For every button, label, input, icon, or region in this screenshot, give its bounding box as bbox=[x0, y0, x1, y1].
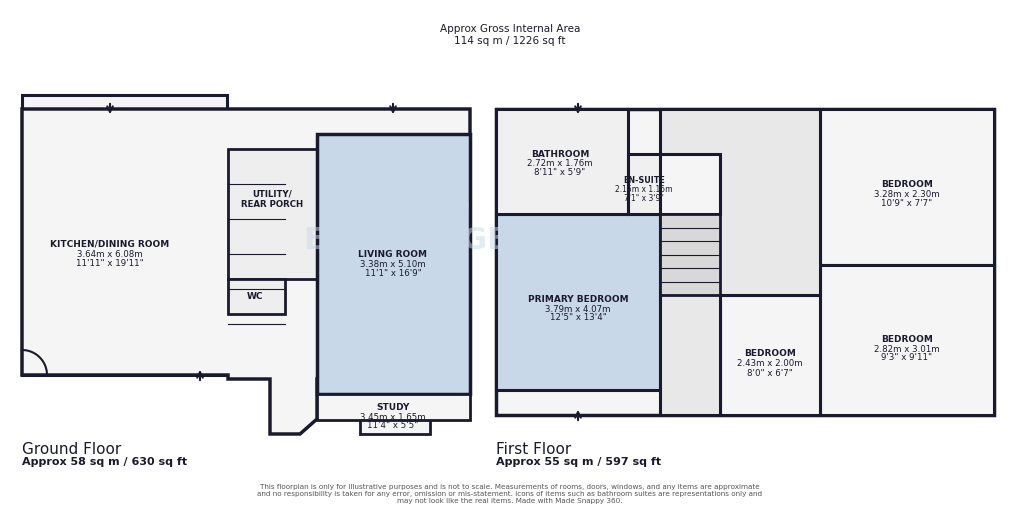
Polygon shape bbox=[360, 394, 430, 434]
Polygon shape bbox=[659, 109, 819, 415]
Text: 7'1" x 3'9": 7'1" x 3'9" bbox=[624, 193, 663, 202]
Text: JUD
ESTATE AGENTS: JUD ESTATE AGENTS bbox=[304, 193, 576, 255]
Text: EN-SUITE: EN-SUITE bbox=[623, 176, 664, 184]
Text: 2.82m x 3.01m: 2.82m x 3.01m bbox=[873, 344, 938, 354]
Text: First Floor: First Floor bbox=[495, 442, 571, 456]
Polygon shape bbox=[228, 149, 317, 279]
Text: WC: WC bbox=[247, 291, 263, 300]
Text: Ground Floor: Ground Floor bbox=[22, 442, 121, 456]
Polygon shape bbox=[819, 109, 994, 265]
Text: 2.72m x 1.76m: 2.72m x 1.76m bbox=[527, 158, 592, 168]
Text: 11'1" x 16'9": 11'1" x 16'9" bbox=[364, 268, 421, 278]
Text: REAR PORCH: REAR PORCH bbox=[240, 200, 303, 209]
Bar bbox=[22, 95, 227, 375]
Polygon shape bbox=[495, 109, 994, 415]
Text: UTILITY/: UTILITY/ bbox=[252, 190, 291, 199]
Text: 3.28m x 2.30m: 3.28m x 2.30m bbox=[873, 190, 938, 199]
Polygon shape bbox=[317, 394, 470, 420]
Polygon shape bbox=[317, 134, 470, 394]
Text: BATHROOM: BATHROOM bbox=[530, 149, 589, 158]
Polygon shape bbox=[495, 109, 628, 214]
Text: 10'9" x 7'7": 10'9" x 7'7" bbox=[880, 199, 931, 208]
Polygon shape bbox=[495, 214, 659, 390]
Text: 3.79m x 4.07m: 3.79m x 4.07m bbox=[545, 304, 610, 313]
Text: 3.38m x 5.10m: 3.38m x 5.10m bbox=[360, 259, 425, 268]
Text: 3.64m x 6.08m: 3.64m x 6.08m bbox=[77, 249, 143, 258]
Text: 11'11" x 19'11": 11'11" x 19'11" bbox=[76, 258, 144, 267]
Text: 8'11" x 5'9": 8'11" x 5'9" bbox=[534, 168, 585, 177]
Text: This floorplan is only for illustrative purposes and is not to scale. Measuremen: This floorplan is only for illustrative … bbox=[257, 484, 762, 504]
Text: 8'0" x 6'7": 8'0" x 6'7" bbox=[746, 368, 792, 377]
Text: 3.45m x 1.65m: 3.45m x 1.65m bbox=[360, 412, 425, 421]
Text: 12'5" x 13'4": 12'5" x 13'4" bbox=[549, 313, 606, 322]
Text: 2.43m x 2.00m: 2.43m x 2.00m bbox=[737, 359, 802, 368]
Text: 9'3" x 9'11": 9'3" x 9'11" bbox=[880, 354, 931, 363]
Polygon shape bbox=[659, 214, 719, 295]
Text: BEDROOM: BEDROOM bbox=[880, 334, 932, 344]
Polygon shape bbox=[719, 295, 819, 415]
Text: LIVING ROOM: LIVING ROOM bbox=[358, 249, 427, 258]
Text: Approx Gross Internal Area
114 sq m / 1226 sq ft: Approx Gross Internal Area 114 sq m / 12… bbox=[439, 24, 580, 46]
Text: STUDY: STUDY bbox=[376, 403, 410, 412]
Text: BEDROOM: BEDROOM bbox=[880, 180, 932, 189]
Polygon shape bbox=[628, 154, 659, 214]
Text: BEDROOM: BEDROOM bbox=[743, 350, 795, 358]
Text: KITCHEN/DINING ROOM: KITCHEN/DINING ROOM bbox=[50, 239, 169, 248]
Text: Approx 55 sq m / 597 sq ft: Approx 55 sq m / 597 sq ft bbox=[495, 457, 660, 467]
Text: PRIMARY BEDROOM: PRIMARY BEDROOM bbox=[527, 294, 628, 303]
Text: 2.15m x 1.15m: 2.15m x 1.15m bbox=[614, 184, 673, 193]
Text: Approx 58 sq m / 630 sq ft: Approx 58 sq m / 630 sq ft bbox=[22, 457, 186, 467]
Polygon shape bbox=[228, 279, 284, 314]
Polygon shape bbox=[22, 109, 470, 434]
Text: 11'4" x 5'5": 11'4" x 5'5" bbox=[367, 421, 418, 431]
Polygon shape bbox=[819, 265, 994, 415]
